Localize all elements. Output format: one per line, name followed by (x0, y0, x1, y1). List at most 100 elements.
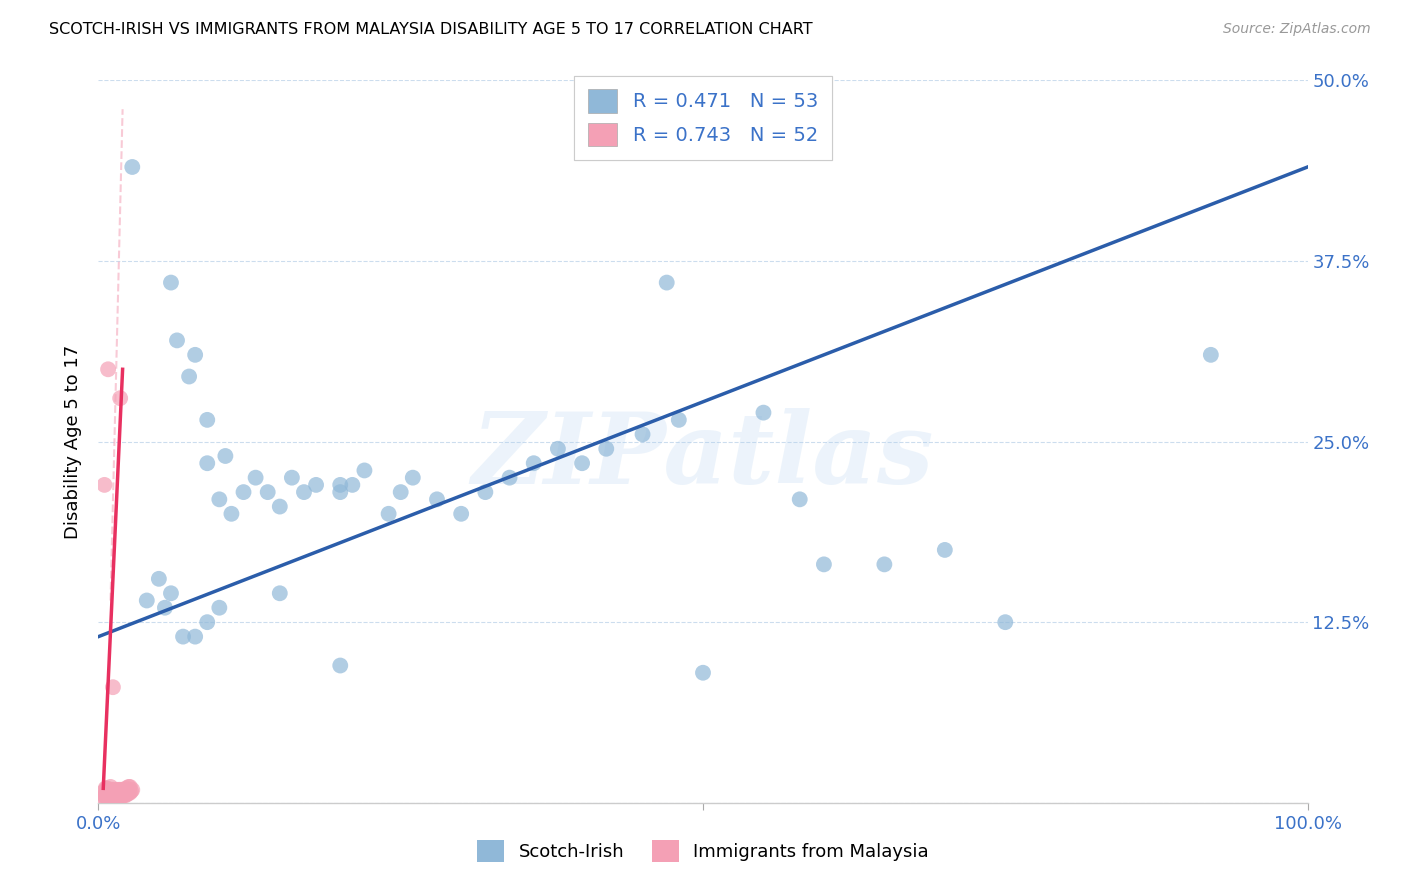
Point (118, 786, 141, 800)
Point (110, 790, 132, 805)
Point (329, 478, 352, 492)
Point (873, 558, 896, 572)
Point (402, 470, 425, 484)
Point (94, 787, 117, 801)
Point (389, 485, 412, 500)
Point (111, 782, 134, 797)
Point (101, 790, 124, 805)
Point (100, 780, 122, 794)
Point (813, 558, 835, 572)
Point (474, 485, 496, 500)
Point (377, 507, 399, 521)
Point (426, 492, 449, 507)
Point (450, 507, 472, 521)
Text: Source: ZipAtlas.com: Source: ZipAtlas.com (1223, 22, 1371, 37)
Point (94, 781, 117, 796)
Point (100, 789, 122, 803)
Point (172, 630, 194, 644)
Point (208, 600, 231, 615)
Point (101, 784, 124, 798)
Point (214, 449, 236, 463)
Point (98, 782, 121, 797)
Point (107, 784, 129, 798)
Point (94, 791, 117, 805)
Point (752, 406, 775, 420)
Point (232, 485, 254, 500)
Point (121, 782, 143, 797)
Point (118, 780, 141, 794)
Point (342, 478, 364, 492)
Point (547, 442, 569, 456)
Point (595, 442, 617, 456)
Point (135, 593, 157, 607)
Legend: R = 0.471   N = 53, R = 0.743   N = 52: R = 0.471 N = 53, R = 0.743 N = 52 (575, 76, 831, 160)
Point (195, 456, 218, 470)
Point (112, 787, 135, 801)
Point (329, 485, 352, 500)
Point (100, 782, 122, 797)
Point (104, 790, 127, 805)
Point (107, 790, 129, 805)
Point (105, 782, 128, 797)
Point (93, 789, 115, 803)
Y-axis label: Disability Age 5 to 17: Disability Age 5 to 17 (65, 344, 83, 539)
Point (256, 485, 278, 500)
Point (103, 789, 125, 803)
Point (103, 782, 125, 797)
Point (110, 784, 132, 798)
Point (1199, 348, 1222, 362)
Point (97, 786, 120, 800)
Point (195, 413, 218, 427)
Point (120, 784, 142, 798)
Point (631, 427, 654, 442)
Point (208, 492, 231, 507)
Point (153, 600, 176, 615)
Point (104, 784, 127, 798)
Point (115, 787, 138, 801)
Point (184, 348, 207, 362)
Point (498, 470, 520, 484)
Point (195, 615, 218, 630)
Point (160, 586, 183, 600)
Point (96, 781, 118, 796)
Point (114, 782, 136, 797)
Point (101, 680, 124, 694)
Point (668, 413, 690, 427)
Point (281, 470, 304, 484)
Point (108, 789, 131, 803)
Point (98, 789, 121, 803)
Point (160, 276, 183, 290)
Point (115, 781, 138, 796)
Point (108, 782, 131, 797)
Point (245, 470, 267, 484)
Point (97, 791, 120, 805)
Point (934, 542, 956, 557)
Point (221, 507, 243, 521)
Text: SCOTCH-IRISH VS IMMIGRANTS FROM MALAYSIA DISABILITY AGE 5 TO 17 CORRELATION CHAR: SCOTCH-IRISH VS IMMIGRANTS FROM MALAYSIA… (49, 22, 813, 37)
Point (269, 500, 291, 514)
Point (166, 334, 188, 348)
Point (96, 790, 118, 805)
Point (108, 782, 131, 797)
Point (105, 789, 128, 803)
Point (292, 485, 315, 500)
Point (114, 789, 136, 803)
Point (118, 786, 141, 800)
Point (93, 784, 115, 798)
Point (117, 787, 139, 801)
Point (179, 369, 201, 384)
Point (523, 456, 546, 470)
Point (93, 478, 115, 492)
Point (184, 630, 207, 644)
Point (100, 790, 122, 805)
Point (329, 658, 352, 673)
Point (118, 780, 141, 794)
Point (655, 276, 678, 290)
Point (994, 615, 1017, 630)
Point (305, 478, 328, 492)
Point (789, 492, 811, 507)
Legend: Scotch-Irish, Immigrants from Malaysia: Scotch-Irish, Immigrants from Malaysia (470, 833, 936, 870)
Point (353, 463, 375, 477)
Point (91, 791, 114, 805)
Text: ZIPatlas: ZIPatlas (472, 408, 934, 504)
